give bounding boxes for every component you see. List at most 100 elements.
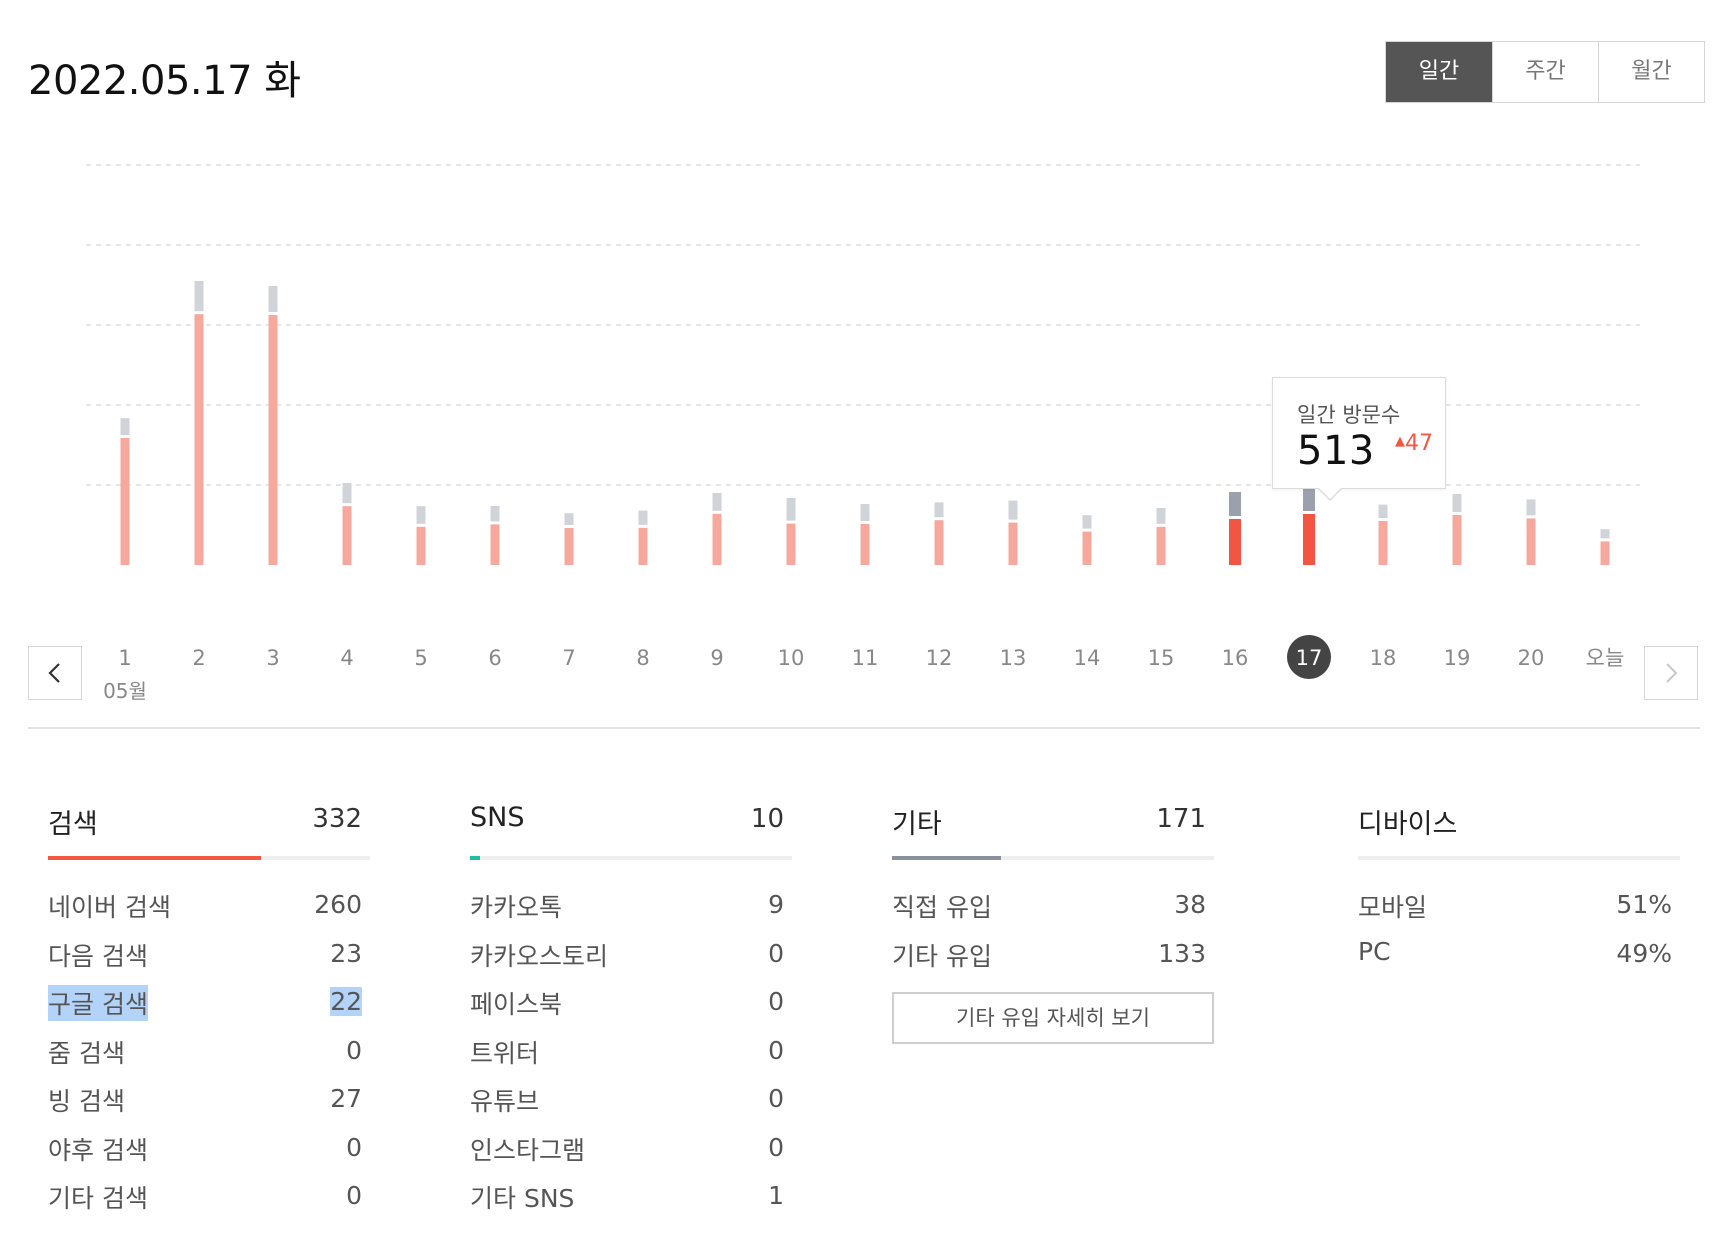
x-tick-label[interactable]: 10 xyxy=(778,646,805,670)
bar-segment-main[interactable] xyxy=(1229,519,1241,565)
tooltip-label: 일간 방문수 xyxy=(1297,403,1401,427)
bar-segment-main[interactable] xyxy=(1526,518,1536,565)
x-tick-label[interactable]: 9 xyxy=(710,646,723,670)
bar-segment-top[interactable] xyxy=(564,513,574,525)
bar-segment-top[interactable] xyxy=(1526,499,1536,516)
row-label: 줌 검색 xyxy=(48,1038,125,1068)
row-label: 유튜브 xyxy=(470,1087,540,1116)
bar-segment-top[interactable] xyxy=(1156,508,1166,524)
tab-daily[interactable]: 일간 xyxy=(1386,42,1492,102)
bar-segment-top[interactable] xyxy=(416,506,426,524)
bar-segment-main[interactable] xyxy=(860,524,870,565)
row-label: 직접 유입 xyxy=(892,893,992,922)
other-share-bar xyxy=(892,856,1214,860)
x-tick-label[interactable]: 12 xyxy=(926,646,953,670)
x-tick-label[interactable]: 5 xyxy=(414,646,427,670)
row-label: 다음 검색 xyxy=(48,941,148,971)
row-value: 0 xyxy=(768,987,784,1016)
x-tick-label[interactable]: 18 xyxy=(1370,646,1397,670)
row-value: 49% xyxy=(1616,938,1672,968)
list-item: 야후 검색 0 xyxy=(48,1125,370,1174)
x-tick-label[interactable]: 7 xyxy=(562,646,575,670)
x-tick-label[interactable]: 8 xyxy=(636,646,649,670)
x-tick-label[interactable]: 11 xyxy=(852,646,879,670)
tab-weekly[interactable]: 주간 xyxy=(1492,42,1598,102)
bar-segment-top[interactable] xyxy=(934,502,944,518)
tab-monthly[interactable]: 월간 xyxy=(1598,42,1704,102)
bar-segment-main[interactable] xyxy=(1082,531,1092,565)
bar-segment-top[interactable] xyxy=(638,510,648,525)
bar-segment-main[interactable] xyxy=(1452,515,1462,565)
bar-segment-top[interactable] xyxy=(712,493,722,511)
bar-segment-top[interactable] xyxy=(120,418,130,435)
bar-segment-main[interactable] xyxy=(416,526,426,565)
x-tick-label[interactable]: 4 xyxy=(340,646,353,670)
device-stats-header: 디바이스 xyxy=(1358,800,1680,842)
prev-period-button[interactable] xyxy=(28,646,82,700)
bar-segment-top[interactable] xyxy=(194,281,204,312)
row-label: 페이스북 xyxy=(470,990,563,1019)
bar-segment-top[interactable] xyxy=(1303,487,1315,511)
bar-segment-main[interactable] xyxy=(194,314,204,565)
row-label: 기타 SNS xyxy=(470,1184,575,1213)
x-tick-label[interactable]: 20 xyxy=(1518,646,1545,670)
bar-segment-main[interactable] xyxy=(1303,514,1315,565)
bar-segment-main[interactable] xyxy=(120,438,130,565)
bar-segment-main[interactable] xyxy=(1156,526,1166,565)
sns-share-fill xyxy=(470,856,480,860)
x-tick-label[interactable]: 16 xyxy=(1222,646,1249,670)
bar-segment-top[interactable] xyxy=(1229,492,1241,516)
x-tick-label[interactable]: 1 xyxy=(118,646,131,670)
x-tick-label[interactable]: 13 xyxy=(1000,646,1027,670)
bar-segment-main[interactable] xyxy=(1600,541,1610,565)
bar-segment-top[interactable] xyxy=(786,498,796,521)
bar-segment-top[interactable] xyxy=(268,286,278,312)
bar-segment-main[interactable] xyxy=(638,527,648,565)
x-tick-label[interactable]: 6 xyxy=(488,646,501,670)
search-title: 검색 xyxy=(48,809,98,840)
tooltip-delta: ▲47 xyxy=(1395,431,1433,456)
row-value: 0 xyxy=(346,1035,362,1065)
chevron-right-icon xyxy=(1666,663,1678,683)
bar-segment-top[interactable] xyxy=(1008,500,1018,520)
bar-segment-main[interactable] xyxy=(490,524,500,565)
row-label: 기타 검색 xyxy=(48,1184,148,1213)
bar-segment-top[interactable] xyxy=(490,506,500,522)
bar-segment-main[interactable] xyxy=(268,315,278,565)
x-tick-label[interactable]: 오늘 xyxy=(1586,646,1625,670)
x-tick-label[interactable]: 3 xyxy=(266,646,279,670)
x-tick-label[interactable]: 17 xyxy=(1296,646,1323,670)
bar-segment-top[interactable] xyxy=(1378,504,1388,518)
bar-segment-main[interactable] xyxy=(564,528,574,565)
list-item: 구글 검색 22 xyxy=(48,979,370,1028)
x-tick-label[interactable]: 15 xyxy=(1148,646,1175,670)
list-item: 직접 유입 38 xyxy=(892,882,1214,931)
search-share-fill xyxy=(48,856,261,860)
row-label: 구글 검색 xyxy=(48,985,148,1021)
tooltip-pointer-inner xyxy=(1318,487,1342,499)
bar-segment-top[interactable] xyxy=(1452,494,1462,512)
other-total: 171 xyxy=(1156,804,1206,834)
x-tick-label[interactable]: 2 xyxy=(192,646,205,670)
bar-segment-main[interactable] xyxy=(712,513,722,565)
bar-segment-top[interactable] xyxy=(1600,529,1610,539)
row-value: 0 xyxy=(768,938,784,968)
row-label: 인스타그램 xyxy=(470,1135,586,1165)
bar-segment-top[interactable] xyxy=(860,504,870,521)
bar-segment-main[interactable] xyxy=(1008,522,1018,565)
row-value: 23 xyxy=(330,938,362,968)
bar-segment-top[interactable] xyxy=(1082,515,1092,529)
x-tick-label[interactable]: 19 xyxy=(1444,646,1471,670)
x-tick-label[interactable]: 14 xyxy=(1074,646,1101,670)
bar-segment-top[interactable] xyxy=(342,483,352,504)
sns-total: 10 xyxy=(750,804,784,834)
bar-segment-main[interactable] xyxy=(786,523,796,565)
other-inflow-detail-button[interactable]: 기타 유입 자세히 보기 xyxy=(892,992,1214,1044)
list-item: 기타 SNS 1 xyxy=(470,1173,792,1222)
page-title: 2022.05.17 화 xyxy=(28,58,301,104)
bar-segment-main[interactable] xyxy=(934,520,944,565)
next-period-button[interactable] xyxy=(1644,646,1698,700)
bar-segment-main[interactable] xyxy=(1378,521,1388,565)
row-label: 빙 검색 xyxy=(48,1087,125,1116)
bar-segment-main[interactable] xyxy=(342,506,352,565)
